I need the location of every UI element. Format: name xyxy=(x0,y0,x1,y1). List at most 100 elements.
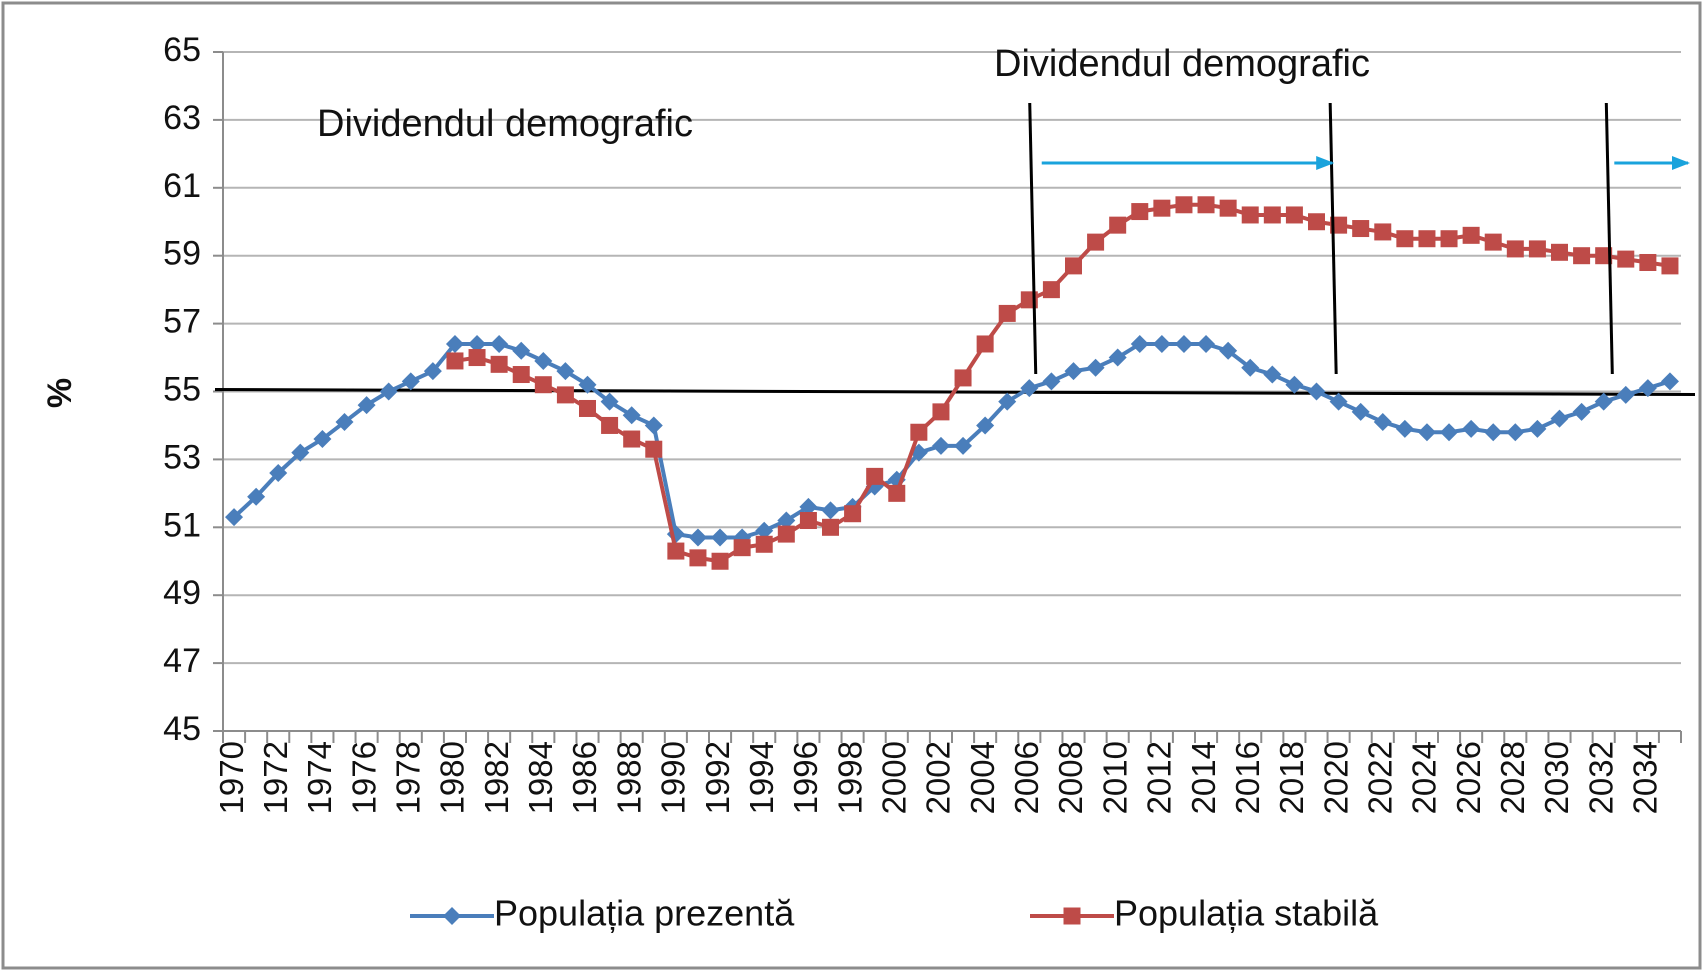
point xyxy=(1263,365,1282,384)
point xyxy=(932,403,950,421)
x-tick-label: 1992 xyxy=(699,741,736,814)
point xyxy=(1020,379,1039,398)
point xyxy=(335,413,354,432)
y-tick-label: 65 xyxy=(163,31,201,69)
point xyxy=(1197,334,1216,353)
point xyxy=(622,406,641,425)
point xyxy=(1152,334,1171,353)
point xyxy=(644,416,663,435)
point xyxy=(711,528,730,547)
point xyxy=(910,423,928,441)
point xyxy=(1639,253,1657,271)
point xyxy=(1572,402,1591,421)
x-tick-label: 2020 xyxy=(1317,741,1354,814)
x-tick-label: 1974 xyxy=(301,741,338,814)
point xyxy=(357,396,376,415)
point xyxy=(1263,206,1281,224)
x-tick-label: 1980 xyxy=(434,741,471,814)
point xyxy=(1064,362,1083,381)
point xyxy=(976,416,995,435)
x-tick-label: 2032 xyxy=(1582,741,1619,814)
point xyxy=(1373,413,1392,432)
point xyxy=(844,505,862,523)
point xyxy=(1174,334,1193,353)
legend-symbol xyxy=(1063,907,1081,925)
point xyxy=(225,508,244,527)
point xyxy=(1550,409,1569,428)
point xyxy=(1528,419,1547,438)
x-tick-label: 1972 xyxy=(257,741,294,814)
point xyxy=(1417,423,1436,442)
point xyxy=(1042,281,1060,299)
x-tick-label: 1996 xyxy=(787,741,824,814)
legend-label: Populația stabilă xyxy=(1114,893,1379,934)
point xyxy=(401,372,420,391)
point xyxy=(512,341,531,360)
x-tick-label: 2000 xyxy=(875,741,912,814)
point xyxy=(822,518,839,536)
x-tick-label: 2024 xyxy=(1406,741,1443,814)
x-tick-label: 1984 xyxy=(522,741,559,814)
point xyxy=(1418,230,1436,248)
x-tick-label: 1990 xyxy=(655,741,692,814)
point xyxy=(1484,233,1502,251)
point xyxy=(1616,385,1635,404)
point xyxy=(623,430,641,448)
point xyxy=(1594,392,1613,411)
point xyxy=(1506,423,1525,442)
point xyxy=(689,549,707,567)
point xyxy=(423,362,442,381)
point xyxy=(755,521,774,540)
point xyxy=(247,487,266,506)
point xyxy=(490,334,509,353)
point xyxy=(291,443,310,462)
point xyxy=(998,304,1016,322)
point xyxy=(1131,203,1149,221)
point xyxy=(1219,199,1237,217)
x-tick-label: 2010 xyxy=(1096,741,1133,814)
y-tick-label: 51 xyxy=(163,506,201,544)
point xyxy=(1462,226,1480,244)
point xyxy=(313,430,332,449)
legend-item: Populația stabilă xyxy=(1030,893,1379,934)
point xyxy=(468,334,487,353)
series xyxy=(446,196,1679,570)
point xyxy=(490,355,508,373)
legend-symbol xyxy=(443,907,461,925)
point xyxy=(556,386,574,404)
point xyxy=(688,528,707,547)
point xyxy=(667,542,685,560)
point xyxy=(512,366,530,384)
point xyxy=(1551,243,1568,261)
x-tick-label: 2004 xyxy=(964,741,1001,814)
point xyxy=(578,375,597,394)
point xyxy=(755,535,773,553)
point xyxy=(1595,247,1613,265)
marker-line xyxy=(1328,102,1338,375)
point xyxy=(534,376,552,394)
x-tick-label: 2012 xyxy=(1141,741,1178,814)
point xyxy=(579,399,596,417)
x-tick-label: 1978 xyxy=(389,741,426,814)
point xyxy=(799,497,818,516)
point xyxy=(1130,334,1149,353)
point xyxy=(446,352,464,370)
point xyxy=(1241,206,1259,224)
annotation: Dividendul demografic xyxy=(994,43,1370,85)
point xyxy=(1065,257,1082,275)
point xyxy=(601,416,619,434)
point xyxy=(777,511,796,530)
y-tick-label: 49 xyxy=(163,574,201,612)
point xyxy=(1307,382,1326,401)
x-tick-label: 2022 xyxy=(1361,741,1398,814)
y-tick-label: 61 xyxy=(163,167,201,205)
point xyxy=(931,436,950,455)
point xyxy=(1484,423,1503,442)
point xyxy=(269,463,288,482)
x-tick-label: 1988 xyxy=(610,741,647,814)
y-tick-label: 59 xyxy=(163,235,201,273)
point xyxy=(1109,216,1127,234)
point xyxy=(1374,223,1392,241)
legend-item: Populația prezentă xyxy=(410,893,795,934)
